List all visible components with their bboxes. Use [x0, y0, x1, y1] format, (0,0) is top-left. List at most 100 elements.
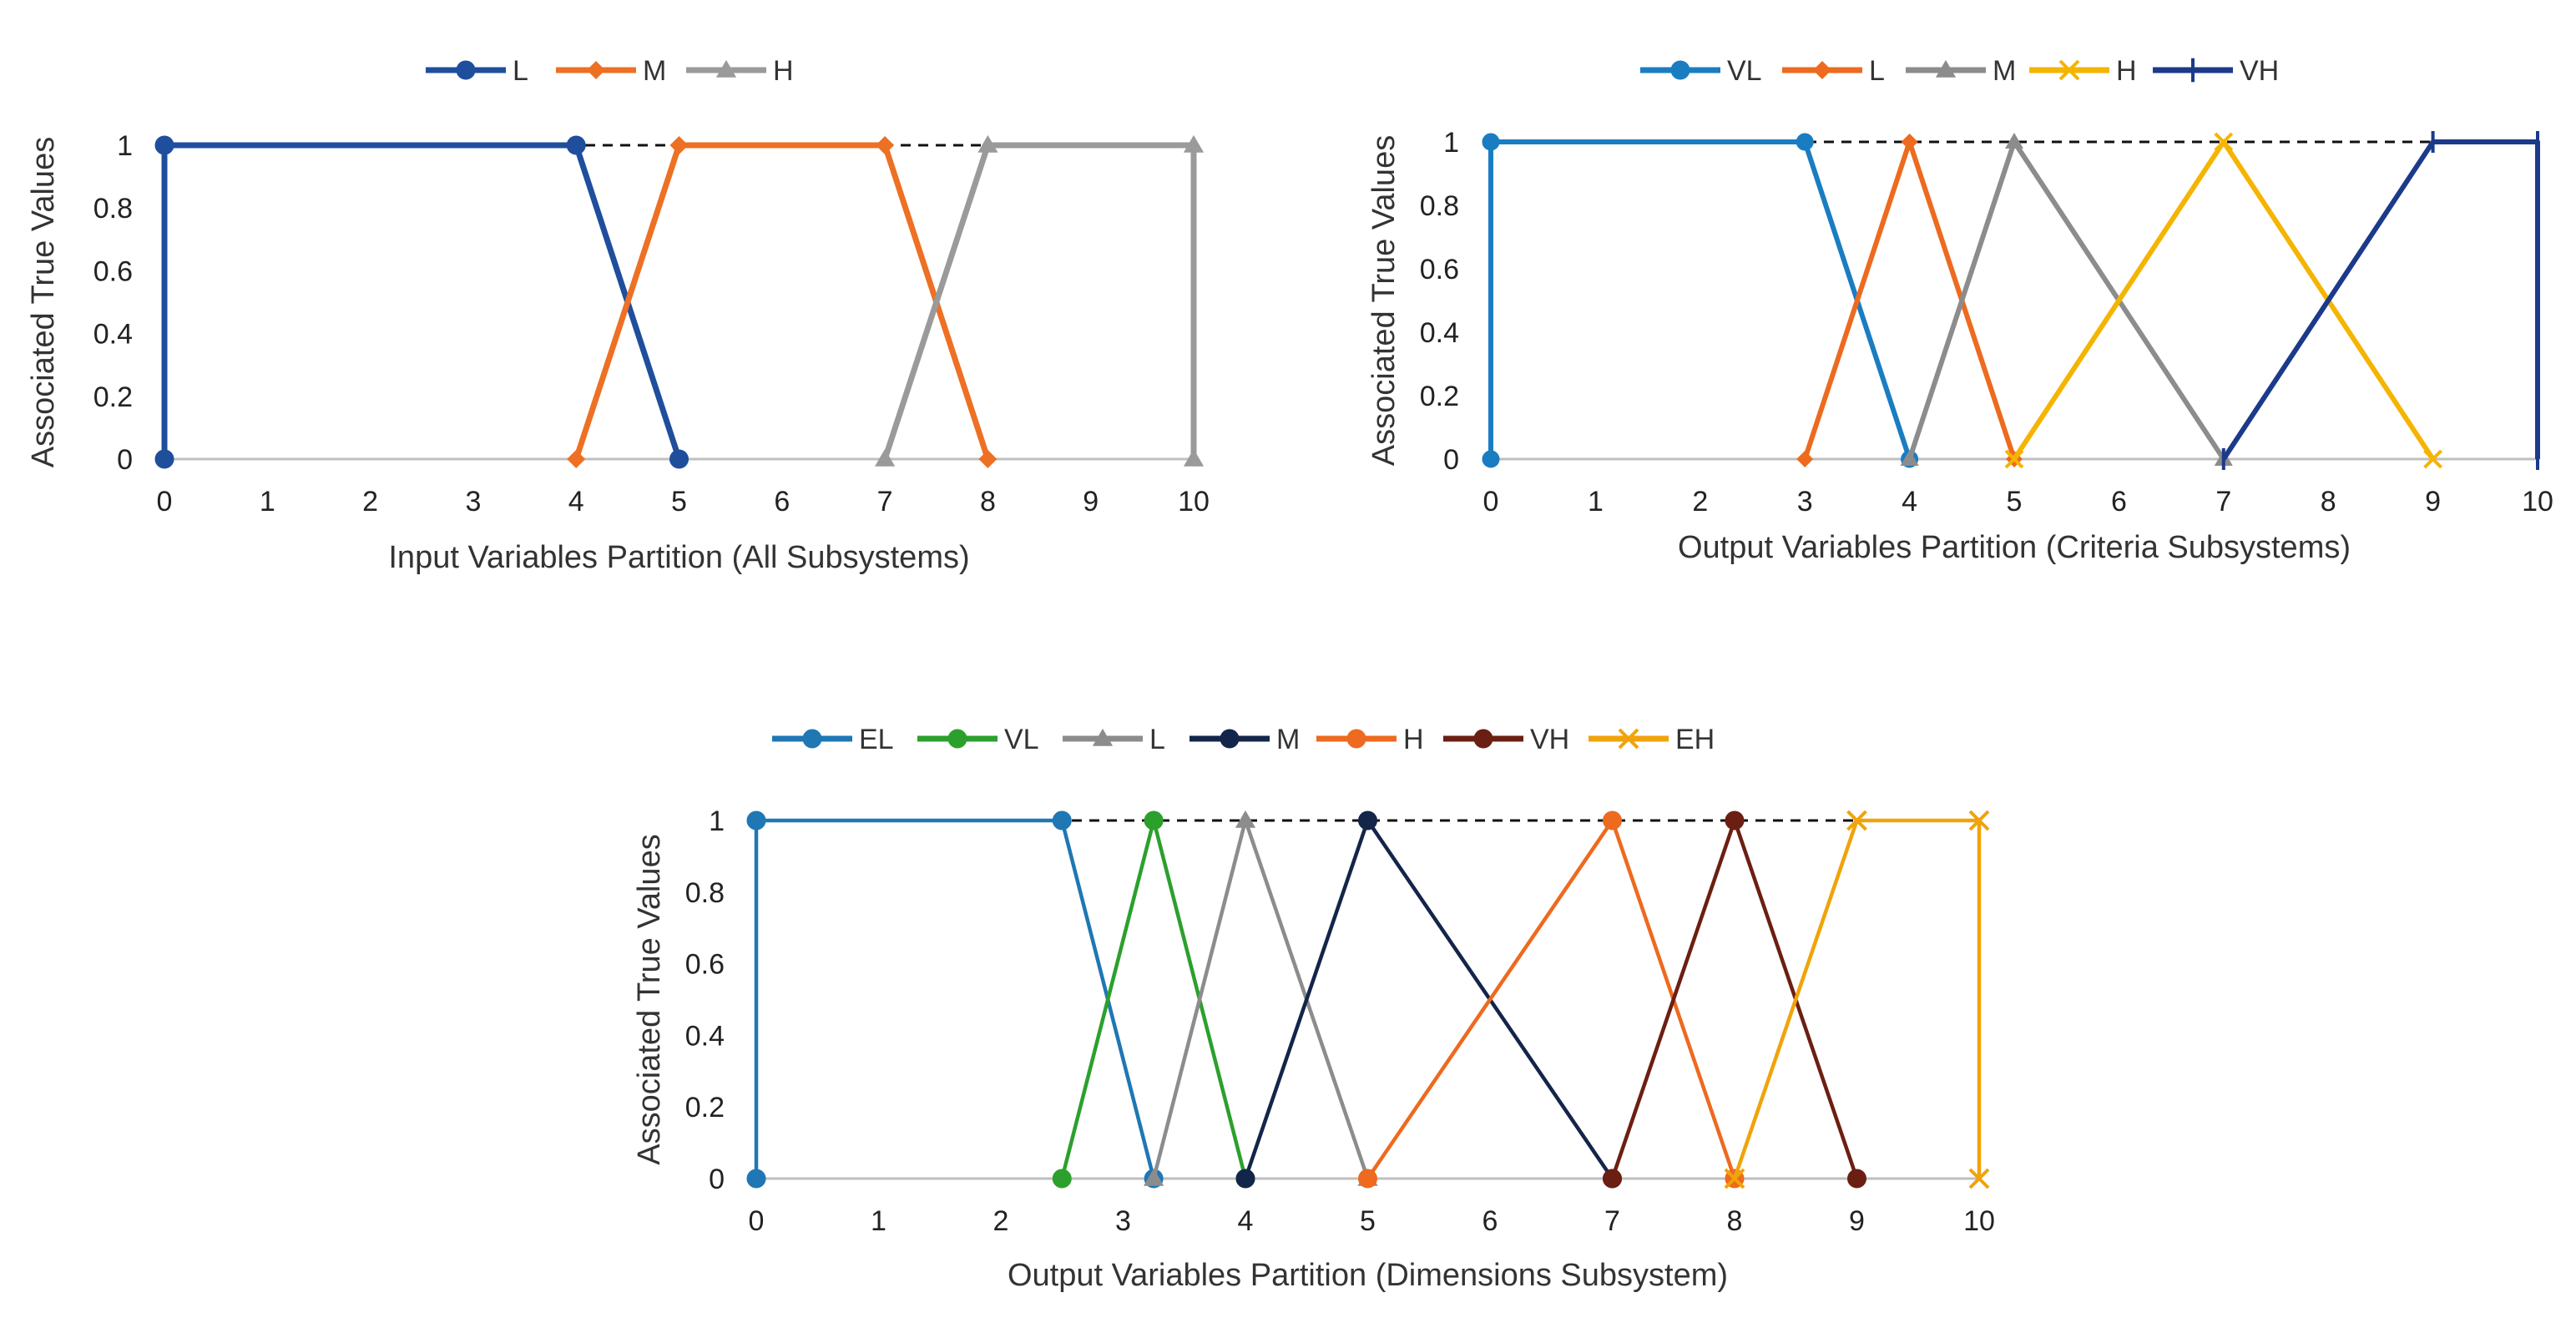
- series-vl: [1052, 810, 1255, 1189]
- y-tick-label: 0.2: [93, 381, 133, 413]
- series-m: [1235, 810, 1622, 1189]
- x-tick-label: 5: [2007, 486, 2023, 518]
- data-point-h: [1603, 810, 1622, 831]
- y-tick-label: 0.4: [685, 1020, 725, 1052]
- series-el: [746, 810, 1164, 1189]
- y-tick-label: 0: [709, 1164, 725, 1195]
- legend-label-vl: VL: [1004, 724, 1039, 755]
- x-tick-label: 10: [1178, 486, 1210, 518]
- x-tick-label: 6: [774, 486, 790, 518]
- series-line-h: [2012, 139, 2436, 461]
- data-point-l: [1796, 451, 1814, 467]
- x-tick-label: 9: [1849, 1205, 1865, 1237]
- data-point-h: [977, 134, 998, 153]
- y-tick-label: 0.8: [93, 193, 133, 225]
- legend-marker-l: [1813, 61, 1831, 79]
- legend-label-m: M: [1993, 55, 2016, 87]
- series-h: [2004, 132, 2443, 469]
- x-tick-label: 5: [1360, 1205, 1376, 1237]
- legend-label-vh: VH: [1530, 724, 1569, 755]
- legend-label-m: M: [643, 55, 666, 87]
- data-point-m: [567, 450, 586, 468]
- x-tick-label: 4: [1902, 486, 1917, 518]
- legend-label-vh: VH: [2240, 55, 2279, 87]
- data-point-h: [1358, 1169, 1377, 1189]
- x-tick-label: 9: [1083, 486, 1099, 518]
- legend-marker-el: [802, 729, 822, 749]
- legend-marker-m: [1935, 59, 1957, 78]
- series-l: [154, 135, 689, 469]
- data-point-l: [566, 135, 586, 155]
- series-line-vh: [1610, 818, 1859, 1179]
- data-point-el: [746, 810, 766, 831]
- data-point-eh: [1846, 810, 1867, 831]
- legend-marker-h: [715, 59, 737, 78]
- x-tick-label: 3: [465, 486, 481, 518]
- y-axis-title: Associated True Values: [632, 834, 667, 1164]
- x-tick-label: 6: [2111, 486, 2127, 518]
- series-line-l: [1802, 139, 2017, 460]
- y-tick-label: 0.2: [685, 1092, 725, 1123]
- series-h: [875, 134, 1205, 467]
- x-tick-label: 10: [2522, 486, 2553, 518]
- series-vh: [2221, 131, 2540, 470]
- legend-label-m: M: [1276, 724, 1300, 755]
- series-l: [1796, 134, 2023, 467]
- legend-marker-eh: [1618, 728, 1639, 750]
- series-line-h: [881, 142, 1197, 461]
- series-line-l: [1151, 818, 1370, 1179]
- y-tick-label: 1: [1443, 127, 1459, 159]
- x-tick-label: 10: [1963, 1205, 1995, 1237]
- legend-marker-l: [1092, 728, 1114, 746]
- legend-marker-vl: [947, 729, 967, 749]
- x-axis-title: Output Variables Partition (Criteria Sub…: [1678, 530, 2351, 565]
- data-point-vh: [1847, 1169, 1866, 1189]
- y-tick-label: 0: [1443, 444, 1459, 476]
- x-tick-label: 8: [980, 486, 996, 518]
- x-tick-label: 7: [877, 486, 893, 518]
- series-line-eh: [1732, 818, 1982, 1179]
- data-point-vl: [1052, 1169, 1072, 1189]
- x-tick-label: 1: [871, 1205, 886, 1237]
- legend-marker-h: [1346, 729, 1366, 749]
- series-line-l: [161, 142, 682, 461]
- series-h: [1358, 810, 1745, 1189]
- data-point-vl: [1482, 133, 1500, 151]
- data-point-l: [669, 449, 689, 469]
- series-line-h: [1366, 818, 1737, 1180]
- data-point-h: [2214, 132, 2234, 152]
- series-m: [567, 136, 998, 468]
- x-tick-label: 0: [157, 486, 173, 518]
- series-line-vl: [1488, 139, 1912, 460]
- data-point-m: [876, 136, 895, 154]
- data-point-l: [154, 449, 174, 469]
- x-tick-label: 7: [2215, 486, 2231, 518]
- data-point-m: [1358, 810, 1377, 831]
- data-point-h: [2423, 449, 2443, 469]
- data-point-vh: [1603, 1169, 1622, 1189]
- series-line-vh: [2221, 139, 2540, 461]
- series-line-el: [754, 818, 1156, 1179]
- data-point-h: [875, 448, 896, 467]
- data-point-m: [1235, 1169, 1255, 1189]
- legend-label-l: L: [1149, 724, 1165, 755]
- legend-label-l: L: [1869, 55, 1885, 87]
- y-tick-label: 1: [709, 805, 725, 837]
- x-tick-label: 4: [1238, 1205, 1254, 1237]
- legend-label-h: H: [773, 55, 794, 87]
- legend-marker-m: [1220, 729, 1240, 749]
- legend-marker-h: [2058, 59, 2080, 81]
- data-point-vh: [1725, 810, 1745, 831]
- data-point-m: [669, 136, 689, 154]
- x-tick-label: 2: [362, 486, 378, 518]
- legend-label-eh: EH: [1675, 724, 1715, 755]
- x-tick-label: 6: [1482, 1205, 1498, 1237]
- chart-output-criteria-partition: 0 1 2 3 4 5 6 7 8 9 10 0 0.2 0.4 0.6 0.8 1 Output Variabl…: [1366, 55, 2553, 565]
- series-line-m: [1243, 818, 1614, 1180]
- data-point-l: [1144, 1168, 1164, 1186]
- series-line-m: [1907, 139, 2226, 461]
- x-tick-label: 9: [2425, 486, 2441, 518]
- data-point-vl: [1482, 450, 1500, 468]
- x-tick-label: 2: [1692, 486, 1708, 518]
